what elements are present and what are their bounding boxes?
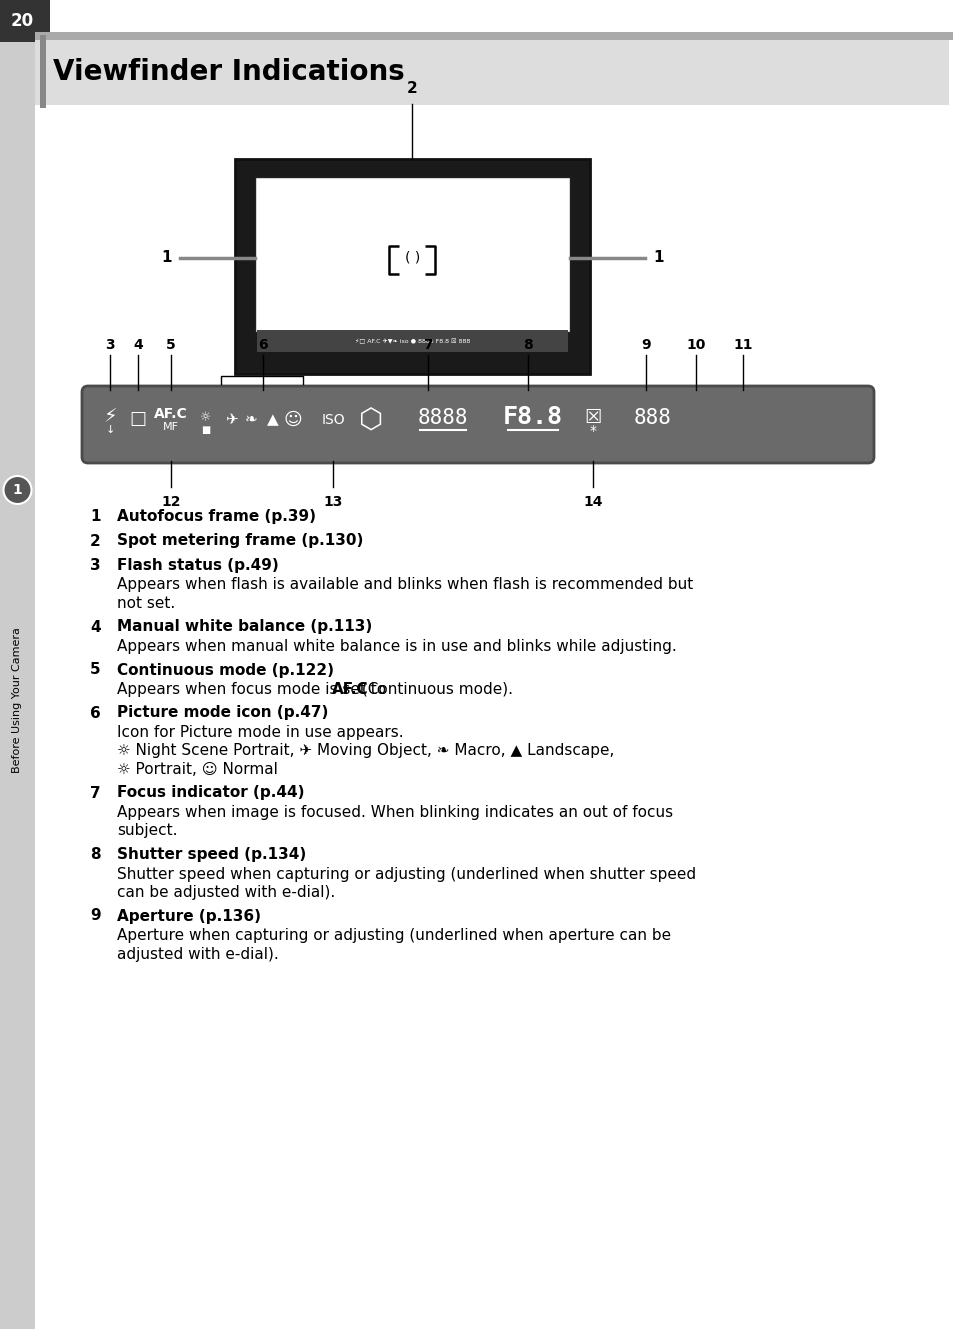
Text: ☼ Portrait, ☺ Normal: ☼ Portrait, ☺ Normal xyxy=(117,762,277,777)
Text: ⚡: ⚡ xyxy=(103,407,117,427)
Text: ↓: ↓ xyxy=(105,424,114,435)
Text: 9: 9 xyxy=(90,909,100,924)
Text: 6: 6 xyxy=(90,706,101,720)
Text: □: □ xyxy=(130,409,147,428)
Text: 1: 1 xyxy=(90,509,100,524)
Text: 1: 1 xyxy=(12,482,22,497)
Text: ⚡□ AF.C ✈▼❧ iso ● 8888 F8.8 ☒ 888: ⚡□ AF.C ✈▼❧ iso ● 8888 F8.8 ☒ 888 xyxy=(355,339,470,344)
Text: Manual white balance (p.113): Manual white balance (p.113) xyxy=(117,619,372,634)
Text: Aperture (p.136): Aperture (p.136) xyxy=(117,909,261,924)
Text: 3: 3 xyxy=(90,558,100,573)
Text: 6: 6 xyxy=(258,338,268,352)
Text: ⬡: ⬡ xyxy=(358,407,383,435)
Text: Icon for Picture mode in use appears.: Icon for Picture mode in use appears. xyxy=(117,726,403,740)
Text: 10: 10 xyxy=(685,338,705,352)
Text: Continuous mode (p.122): Continuous mode (p.122) xyxy=(117,662,334,678)
Text: Appears when image is focused. When blinking indicates an out of focus: Appears when image is focused. When blin… xyxy=(117,805,673,820)
Text: 2: 2 xyxy=(407,81,417,96)
Text: 7: 7 xyxy=(423,338,433,352)
Text: Aperture when capturing or adjusting (underlined when aperture can be: Aperture when capturing or adjusting (un… xyxy=(117,928,670,944)
Text: 9: 9 xyxy=(640,338,650,352)
Text: *: * xyxy=(589,424,596,437)
Text: 1: 1 xyxy=(161,250,172,264)
Circle shape xyxy=(4,476,31,504)
Text: ☒: ☒ xyxy=(583,408,601,427)
Text: ☺: ☺ xyxy=(283,411,302,428)
Text: Picture mode icon (p.47): Picture mode icon (p.47) xyxy=(117,706,328,720)
Text: AF.C: AF.C xyxy=(154,408,188,421)
Text: ISO: ISO xyxy=(321,413,344,428)
Text: Spot metering frame (p.130): Spot metering frame (p.130) xyxy=(117,533,363,549)
Text: ☼ Night Scene Portrait, ✈ Moving Object, ❧ Macro, ▲ Landscape,: ☼ Night Scene Portrait, ✈ Moving Object,… xyxy=(117,743,614,759)
Text: 8: 8 xyxy=(522,338,533,352)
Text: 4: 4 xyxy=(133,338,143,352)
Bar xyxy=(35,32,953,40)
Text: 7: 7 xyxy=(90,785,100,800)
Text: Before Using Your Camera: Before Using Your Camera xyxy=(12,627,23,773)
Text: ✈: ✈ xyxy=(224,412,237,427)
Text: ( ): ( ) xyxy=(404,250,419,264)
Text: Flash status (p.49): Flash status (p.49) xyxy=(117,558,278,573)
Text: ▲: ▲ xyxy=(267,412,278,427)
Bar xyxy=(35,37,948,105)
Text: Shutter speed when capturing or adjusting (underlined when shutter speed: Shutter speed when capturing or adjustin… xyxy=(117,867,696,881)
Text: AF.C: AF.C xyxy=(332,682,368,696)
Text: subject.: subject. xyxy=(117,824,177,839)
Text: 20: 20 xyxy=(10,12,33,31)
Bar xyxy=(234,159,589,373)
Text: 8888: 8888 xyxy=(417,408,468,428)
Text: 14: 14 xyxy=(582,494,602,509)
Text: Appears when focus mode is set to: Appears when focus mode is set to xyxy=(117,682,391,696)
Text: 4: 4 xyxy=(90,619,100,634)
Text: 8: 8 xyxy=(90,847,100,863)
Text: F8.8: F8.8 xyxy=(502,405,562,429)
Text: 11: 11 xyxy=(733,338,752,352)
Text: ☼: ☼ xyxy=(200,411,212,424)
Text: ❧: ❧ xyxy=(244,412,257,427)
Bar xyxy=(0,0,50,43)
Text: 13: 13 xyxy=(323,494,342,509)
Bar xyxy=(254,177,569,332)
Text: 2: 2 xyxy=(90,533,101,549)
Text: can be adjusted with e-dial).: can be adjusted with e-dial). xyxy=(117,885,335,900)
Text: not set.: not set. xyxy=(117,595,175,611)
Bar xyxy=(35,32,953,35)
Bar xyxy=(256,330,567,352)
Text: 3: 3 xyxy=(105,338,114,352)
Text: Shutter speed (p.134): Shutter speed (p.134) xyxy=(117,847,306,863)
Text: Appears when manual white balance is in use and blinks while adjusting.: Appears when manual white balance is in … xyxy=(117,639,676,654)
Text: Appears when flash is available and blinks when flash is recommended but: Appears when flash is available and blin… xyxy=(117,578,693,593)
Bar xyxy=(40,35,46,108)
Text: ■: ■ xyxy=(201,424,211,435)
Text: adjusted with e-dial).: adjusted with e-dial). xyxy=(117,946,278,961)
Text: Viewfinder Indications: Viewfinder Indications xyxy=(53,58,404,86)
Text: MF: MF xyxy=(163,423,179,432)
Text: Autofocus frame (p.39): Autofocus frame (p.39) xyxy=(117,509,315,524)
Text: 5: 5 xyxy=(90,662,100,678)
Text: 888: 888 xyxy=(634,408,671,428)
FancyBboxPatch shape xyxy=(82,385,873,462)
Text: 12: 12 xyxy=(161,494,180,509)
Text: (Continuous mode).: (Continuous mode). xyxy=(357,682,513,696)
Text: 1: 1 xyxy=(652,250,662,264)
Text: Focus indicator (p.44): Focus indicator (p.44) xyxy=(117,785,304,800)
Text: 5: 5 xyxy=(166,338,175,352)
Bar xyxy=(0,0,35,1329)
